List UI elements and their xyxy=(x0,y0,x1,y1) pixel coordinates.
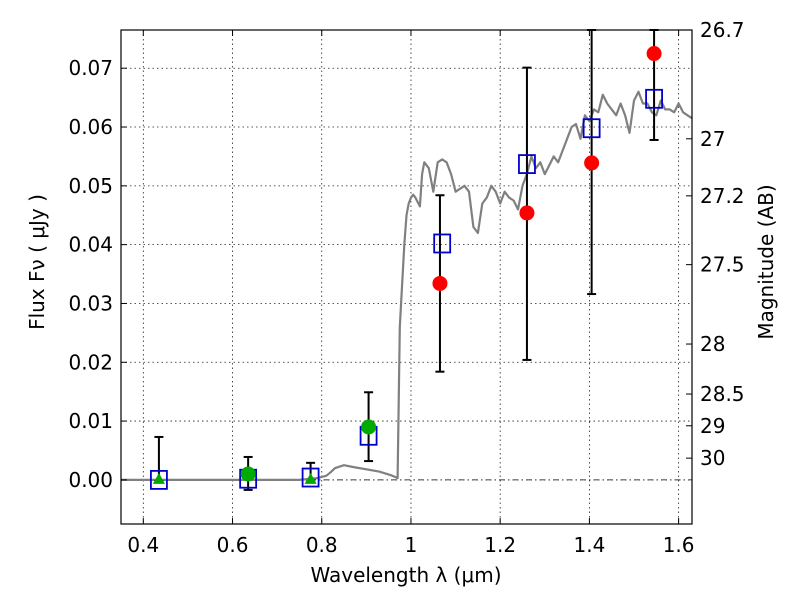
x-tick-label: 0.4 xyxy=(127,533,159,557)
y-tick-label: 0.01 xyxy=(68,409,113,433)
x-tick-label: 1 xyxy=(405,533,418,557)
y-tick-label: 0.03 xyxy=(68,291,113,315)
x-tick-label: 0.8 xyxy=(306,533,338,557)
y-axis-label: Flux Fν ( μJy ) xyxy=(25,194,49,330)
upper-limit-triangle xyxy=(152,472,165,484)
y-tick-label: 0.06 xyxy=(68,115,113,139)
mag-tick-label: 27.5 xyxy=(700,253,745,277)
sed-model-line xyxy=(121,90,693,481)
y-tick-label: 0.04 xyxy=(68,233,113,257)
model-flux-square xyxy=(433,233,452,254)
marker-layer xyxy=(150,46,663,490)
mag-tick-label: 29 xyxy=(700,414,725,438)
mag-tick-label: 28 xyxy=(700,332,725,356)
mag-tick-label: 28.5 xyxy=(700,382,745,406)
y-tick-label: 0.05 xyxy=(68,174,113,198)
x-axis-label: Wavelength λ (μm) xyxy=(310,563,501,587)
flux-point xyxy=(361,419,377,435)
model-flux-square xyxy=(150,469,168,490)
mag-tick-label: 30 xyxy=(700,446,725,470)
y-tick-label: 0.02 xyxy=(68,350,113,374)
flux-point xyxy=(240,466,256,482)
x-tick-label: 1.4 xyxy=(573,533,605,557)
y-tick-label: 0.07 xyxy=(68,56,113,80)
x-tick-label: 1.6 xyxy=(663,533,695,557)
model-flux-square xyxy=(518,154,536,174)
tick-layer xyxy=(121,29,692,524)
x-tick-label: 1.2 xyxy=(484,533,516,557)
flux-point xyxy=(432,275,448,291)
plot-frame xyxy=(120,29,693,525)
x-tick-label: 0.6 xyxy=(217,533,249,557)
model-flux-square xyxy=(301,467,320,488)
model-flux-square xyxy=(645,88,663,109)
flux-point xyxy=(646,46,662,62)
mag-tick-label: 27 xyxy=(700,127,725,151)
flux-point xyxy=(584,155,600,171)
upper-limit-triangle xyxy=(304,472,317,484)
flux-point xyxy=(519,205,535,221)
model-flux-square xyxy=(582,118,601,139)
mag-tick-label: 26.7 xyxy=(700,18,745,42)
y-axis-label-right: Magnitude (AB) xyxy=(754,184,778,339)
label-layer: 0.4 0.6 0.8 1 1.2 1.4 1.6 0.00 0.01 0.02 0.03 0.04 0… xyxy=(68,18,744,557)
series-layer xyxy=(121,90,693,481)
y-tick-label: 0.00 xyxy=(68,468,113,492)
mag-tick-label: 27.2 xyxy=(700,184,745,208)
